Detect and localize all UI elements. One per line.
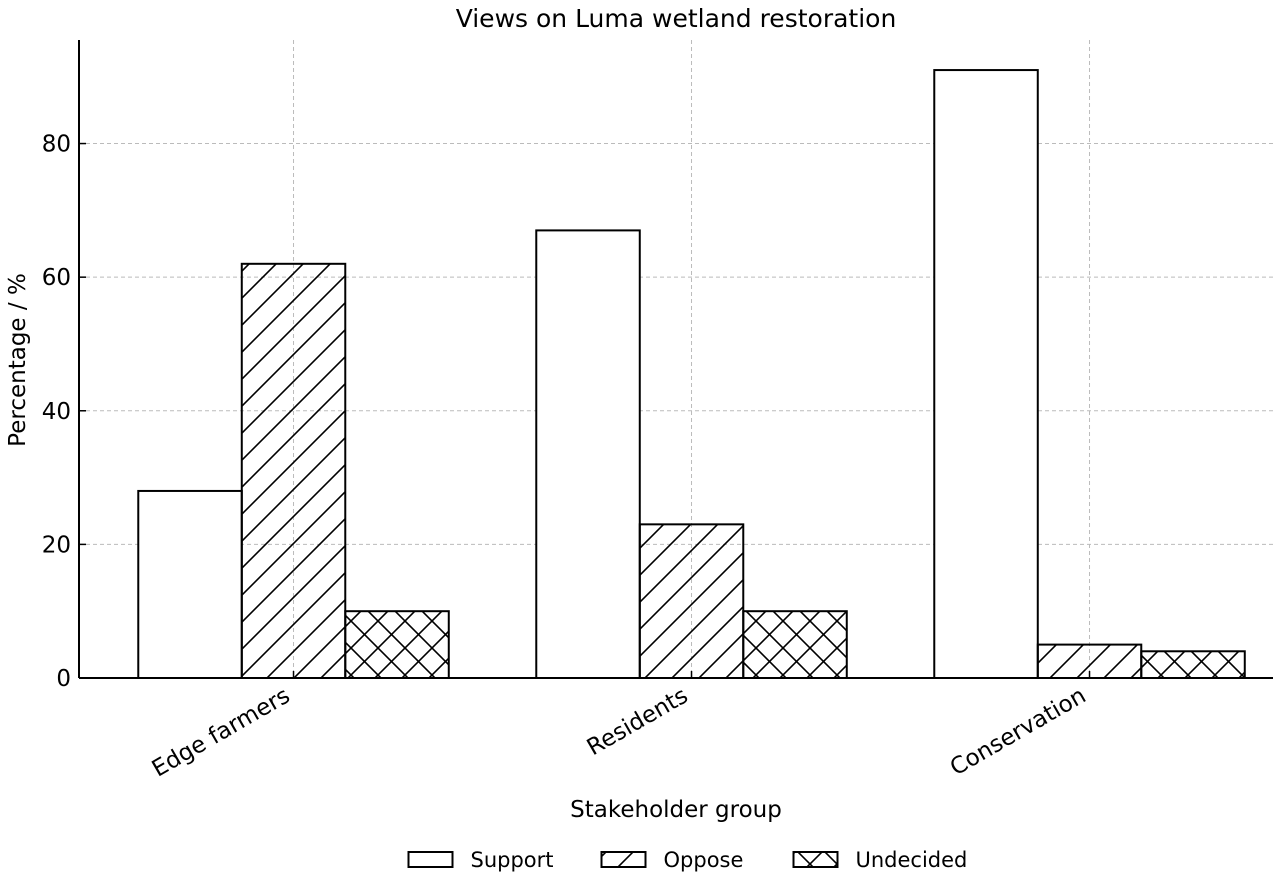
y-axis-label: Percentage / %: [5, 273, 31, 447]
y-tick-label: 0: [56, 666, 71, 692]
x-tick-label: Edge farmers: [148, 683, 295, 783]
bars: [137, 69, 1246, 680]
bar-oppose-0: [240, 262, 347, 679]
bar-oppose-1: [638, 523, 745, 679]
x-tick-label: Residents: [583, 683, 693, 761]
legend: Support Oppose Undecided: [407, 848, 968, 872]
bar-undecided-0: [344, 610, 450, 680]
y-tick-label: 40: [42, 399, 71, 425]
legend-label-support: Support: [471, 848, 554, 872]
y-tick-label: 80: [42, 132, 71, 158]
chart-title: Views on Luma wetland restoration: [456, 4, 897, 33]
legend-label-undecided: Undecided: [856, 848, 968, 872]
bar-support-2: [933, 69, 1039, 680]
y-tick-label: 20: [42, 532, 71, 558]
legend-label-oppose: Oppose: [664, 848, 744, 872]
legend-swatch-oppose: [600, 851, 647, 868]
bar-undecided-2: [1140, 650, 1246, 679]
x-tick-label: Conservation: [946, 683, 1091, 782]
x-axis-label: Stakeholder group: [570, 797, 782, 823]
bar-undecided-1: [742, 610, 848, 680]
bar-support-0: [137, 489, 243, 679]
bar-support-1: [535, 229, 641, 679]
legend-swatch-support: [407, 851, 454, 868]
y-tick-label: 60: [42, 265, 71, 291]
legend-swatch-undecided: [792, 851, 839, 868]
